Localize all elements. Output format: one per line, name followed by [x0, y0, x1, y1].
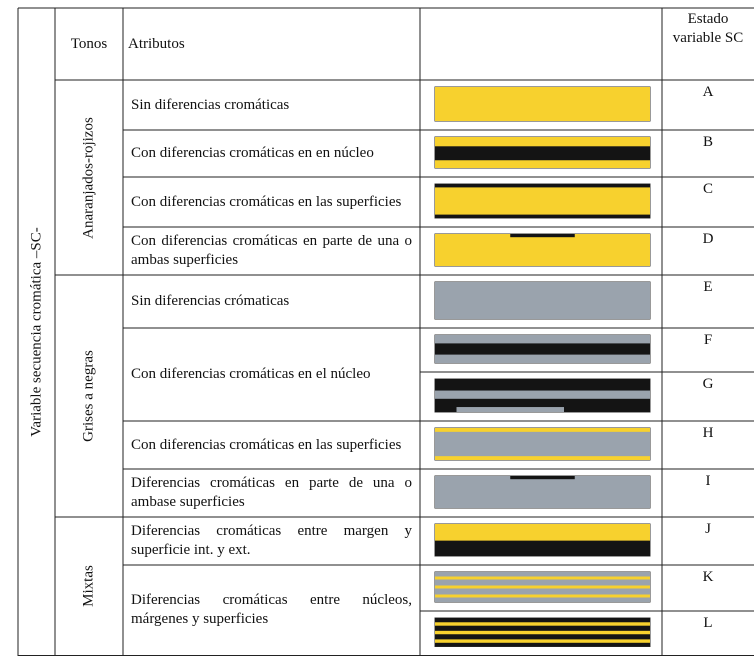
swatch-band [435, 146, 650, 160]
state-label: I [662, 469, 754, 493]
state-label: A [662, 80, 754, 104]
swatch-band [435, 639, 650, 642]
swatch-band [435, 631, 650, 634]
state-label: D [662, 227, 754, 251]
swatch-band [435, 343, 650, 354]
swatch-band [457, 407, 565, 412]
attribute: Diferencias cromáticas entre núcleos, má… [131, 565, 412, 656]
group-label: Anaranjados-rojizos [81, 117, 98, 239]
attribute: Diferencias cromáticas en parte de una o… [131, 469, 412, 517]
attribute: Con diferencias cromáticas en en núcleo [131, 130, 412, 177]
swatch-band [435, 476, 650, 508]
swatch-band [435, 595, 650, 598]
swatch-band [435, 428, 650, 460]
state-label: E [662, 275, 754, 299]
page: Variable secuencia cromática –SC- TonosAt… [0, 0, 754, 656]
state-label: C [662, 177, 754, 201]
swatch-band [435, 215, 650, 218]
attribute: Sin diferencias crómaticas [131, 275, 412, 328]
swatch-band [435, 184, 650, 218]
swatch-band [435, 184, 650, 187]
row-header: Variable secuencia cromática –SC- [28, 227, 45, 437]
column-header: Tonos [55, 8, 123, 80]
swatch-band [435, 282, 650, 319]
attribute: Sin diferencias cromáticas [131, 80, 412, 130]
swatch-band [435, 428, 650, 432]
swatch-band [435, 541, 650, 556]
attribute: Con diferencias cromáticas en el núcleo [131, 328, 412, 421]
swatch-band [510, 476, 575, 479]
state-label: H [662, 421, 754, 445]
attribute: Con diferencias cromáticas en parte de u… [131, 227, 412, 275]
swatch-band [435, 577, 650, 580]
group-label: Grises a negras [81, 350, 98, 442]
swatch-band [435, 234, 650, 266]
swatch-band [510, 234, 575, 237]
state-label: K [662, 565, 754, 589]
state-label: J [662, 517, 754, 541]
state-label: L [662, 611, 754, 635]
attribute: Con diferencias cromáticas en las superf… [131, 421, 412, 469]
column-header: Atributos [128, 8, 425, 80]
attribute: Diferencias cromáticas entre margen y su… [131, 517, 412, 565]
column-header: Estado variable SC [662, 8, 754, 80]
swatch-band [435, 586, 650, 589]
swatch-band [435, 391, 650, 399]
swatch-band [435, 87, 650, 121]
group-label: Mixtas [81, 565, 98, 607]
swatch-band [435, 622, 650, 625]
swatch-band [435, 456, 650, 460]
state-label: F [662, 328, 754, 352]
state-label: G [662, 372, 754, 396]
attribute: Con diferencias cromáticas en las superf… [131, 177, 412, 227]
state-label: B [662, 130, 754, 154]
